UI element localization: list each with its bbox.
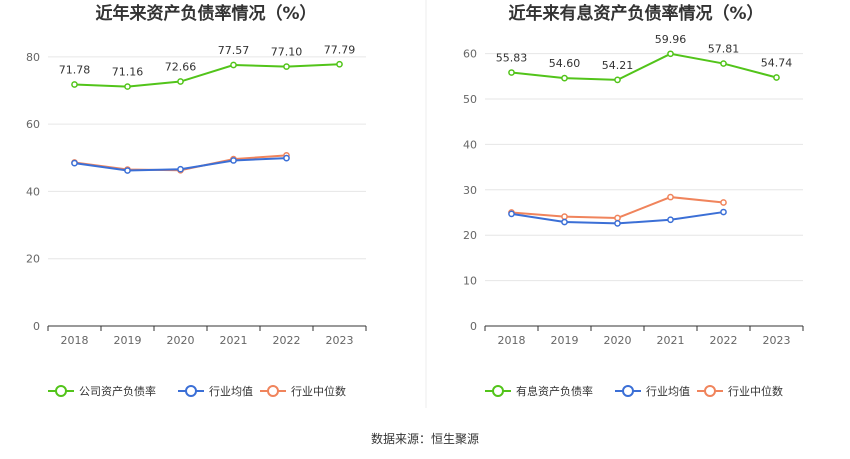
data-label: 77.79	[324, 43, 356, 56]
y-tick-label: 80	[26, 51, 40, 64]
x-tick-label: 2022	[710, 334, 738, 347]
y-tick-label: 20	[463, 229, 477, 242]
data-point	[720, 199, 727, 206]
x-tick-label: 2018	[498, 334, 526, 347]
data-label: 54.21	[602, 59, 634, 72]
data-label: 54.74	[761, 56, 793, 69]
legend-swatch-marker	[267, 385, 279, 397]
chart-left-asset-liability: 近年来资产负债率情况（%） 0 20 40 60 80 2018 2019 2020 2021 20…	[26, 3, 367, 398]
x-tick-label: 2022	[273, 334, 301, 347]
y-tick-label: 60	[26, 118, 40, 131]
y-tick-label: 20	[26, 253, 40, 266]
x-tick-label: 2020	[167, 334, 195, 347]
legend-item[interactable]: 行业均值	[646, 385, 690, 398]
data-label: 71.78	[59, 63, 91, 76]
legend-swatch-marker	[55, 385, 67, 397]
legend-item[interactable]: 行业均值	[209, 385, 253, 398]
data-label: 59.96	[655, 33, 687, 46]
data-point	[124, 167, 131, 174]
x-tick-label: 2021	[657, 334, 685, 347]
data-label: 71.16	[112, 66, 144, 79]
legend-swatch-marker	[622, 385, 634, 397]
data-point	[614, 214, 621, 222]
data-point	[124, 83, 131, 90]
data-point	[283, 63, 290, 70]
data-label: 55.83	[496, 52, 528, 65]
data-point	[720, 208, 727, 216]
legend-item[interactable]: 有息资产负债率	[516, 384, 593, 398]
y-tick-label: 10	[463, 275, 477, 288]
x-tick-label: 2020	[604, 334, 632, 347]
data-point	[561, 213, 568, 220]
y-tick-label: 50	[463, 93, 477, 106]
data-point	[720, 60, 727, 67]
data-point	[667, 50, 674, 58]
legend-item[interactable]: 行业中位数	[728, 384, 783, 398]
data-point	[561, 218, 568, 226]
data-point	[336, 60, 343, 68]
data-point	[614, 76, 621, 84]
series-line	[74, 63, 340, 88]
legend-item[interactable]: 行业中位数	[291, 384, 346, 398]
data-point	[508, 69, 515, 76]
x-tick-label: 2023	[326, 334, 354, 347]
legend-item[interactable]: 公司资产负债率	[79, 384, 156, 398]
legend-swatch-marker	[492, 385, 504, 397]
data-point	[283, 154, 290, 162]
x-tick-label: 2019	[114, 334, 142, 347]
y-tick-label: 40	[463, 138, 477, 151]
x-tick-label: 2019	[551, 334, 579, 347]
data-point	[561, 74, 568, 82]
data-label: 72.66	[165, 61, 197, 74]
y-tick-label: 0	[33, 320, 40, 333]
y-tick-label: 0	[470, 320, 477, 333]
data-point	[667, 193, 674, 201]
data-point	[230, 157, 237, 164]
y-tick-label: 60	[463, 48, 477, 61]
legend-swatch-marker	[704, 385, 716, 397]
data-label: 54.60	[549, 57, 581, 70]
data-point	[773, 74, 780, 81]
x-tick-label: 2021	[220, 334, 248, 347]
source-note: 数据来源：恒生聚源	[371, 431, 479, 446]
data-point	[177, 165, 184, 173]
data-label: 77.57	[218, 44, 250, 57]
x-tick-label: 2018	[61, 334, 89, 347]
chart-right-interest-bearing: 近年来有息资产负债率情况（%） 0 10 20 30 40 50 60 2018 2019 2020…	[463, 3, 804, 398]
data-point	[71, 159, 78, 167]
data-point	[230, 61, 237, 69]
x-tick-label: 2023	[763, 334, 791, 347]
y-tick-label: 40	[26, 185, 40, 198]
series-line	[511, 52, 777, 81]
data-label: 77.10	[271, 46, 303, 59]
legend-swatch-marker	[185, 385, 197, 397]
chart-title: 近年来资产负债率情况（%）	[95, 3, 316, 24]
data-point	[614, 220, 621, 227]
y-tick-label: 30	[463, 184, 477, 197]
data-point	[508, 210, 515, 218]
data-point	[177, 78, 184, 85]
data-label: 57.81	[708, 43, 740, 56]
data-point	[71, 81, 78, 88]
data-point	[667, 216, 674, 224]
chart-title: 近年来有息资产负债率情况（%）	[508, 3, 763, 24]
